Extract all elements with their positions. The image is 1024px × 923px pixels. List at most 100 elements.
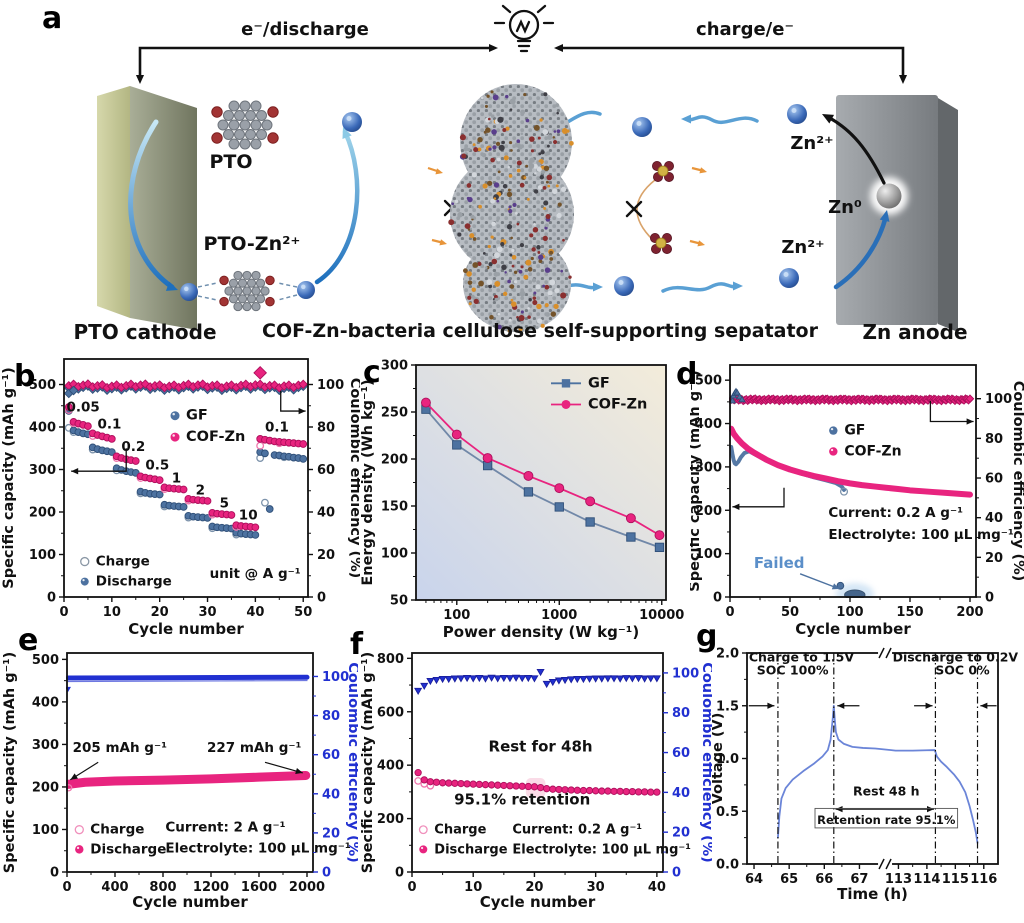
svg-text:64: 64 [745,872,763,887]
svg-text:200: 200 [381,453,408,468]
svg-text:100: 100 [29,548,56,563]
svg-text:0: 0 [62,880,71,895]
d-x-axis-label: Cycle number [795,620,911,638]
b-y-axis-label: Specific capacity (mAh g⁻¹) [1,367,17,589]
svg-text:1: 1 [172,470,181,486]
svg-text:60: 60 [317,463,335,478]
c-y-axis-label: Energy density (Wh kg⁻¹) [360,379,376,585]
svg-text:Discharge: Discharge [434,842,507,857]
svg-text:Current: 2 A g⁻¹: Current: 2 A g⁻¹ [165,819,285,835]
svg-text:40: 40 [322,787,340,802]
svg-text:600: 600 [377,705,404,720]
svg-text:60: 60 [985,472,1003,487]
c-x-axis-label: Power density (W kg⁻¹) [443,623,639,641]
svg-text:100: 100 [32,823,59,838]
svg-text:500: 500 [695,374,722,389]
svg-text:SOC 100%: SOC 100% [757,663,829,678]
zn2-ion-bottom-label: Zn²⁺ [781,237,825,258]
chart-e: 0 400 800 1200 1600 2000010020030040050002040… [2,652,358,911]
pto-molecule-label: PTO [209,151,253,173]
svg-text:Failed: Failed [754,554,805,572]
d-y-axis-label: Specific capacity (mAh g⁻¹) [690,370,703,592]
svg-text:0.0: 0.0 [716,858,739,873]
light-bulb-icon [493,4,555,53]
g-x-axis-label: Time (h) [837,885,908,903]
chart-d-series [729,387,975,598]
svg-text:1.0: 1.0 [716,752,739,767]
svg-text:COF-Zn: COF-Zn [186,429,245,445]
d-right-axis-label: Coulombic efficiency (%) [1010,381,1024,582]
svg-text:10: 10 [239,508,258,524]
svg-text:0.1: 0.1 [97,417,121,433]
svg-text:Rest for 48h: Rest for 48h [489,737,593,755]
chart-g-series [777,704,979,844]
svg-text:116: 116 [970,872,997,887]
svg-text:Electrolyte: 100 μL mg⁻¹: Electrolyte: 100 μL mg⁻¹ [828,527,1014,543]
svg-text:0: 0 [985,591,994,606]
zn0-sphere [876,183,902,209]
svg-text:2000: 2000 [289,880,325,895]
pto-zn-molecule-label: PTO-Zn²⁺ [203,233,301,255]
svg-text:40: 40 [648,880,666,895]
svg-text:Discharge to 0.2V: Discharge to 0.2V [893,649,1019,664]
svg-text:800: 800 [377,652,404,667]
cathode-label: PTO cathode [73,320,217,344]
svg-text:10000: 10000 [639,608,684,623]
svg-text:COF-Zn: COF-Zn [588,396,647,412]
svg-text:GF: GF [844,423,865,439]
svg-text:Electrolyte: 100 μL mg⁻¹: Electrolyte: 100 μL mg⁻¹ [512,842,691,857]
svg-text:400: 400 [695,417,722,432]
svg-text:0.5: 0.5 [716,805,739,820]
svg-text:0: 0 [47,591,56,606]
svg-text:1000: 1000 [541,608,577,623]
chart-g: 64 65 66 67 113 114 115 116 0.0 0.5 1.0 1.5 2.0 Time … [712,647,1019,904]
e-right-axis-label: Coulombic efficiency (%) [345,662,358,863]
svg-text:200: 200 [695,504,722,519]
panel-label-a: a [42,1,63,36]
svg-text:200: 200 [32,780,59,795]
panel-a-graphic [97,4,958,333]
chart-c-series [420,397,665,553]
svg-text:0: 0 [50,866,59,881]
svg-text:5: 5 [220,495,229,511]
svg-text:100: 100 [443,608,470,623]
svg-text:2: 2 [196,483,205,499]
svg-text:0: 0 [713,591,722,606]
svg-text:80: 80 [317,421,335,436]
svg-text:10: 10 [464,880,482,895]
svg-text:500: 500 [29,378,56,393]
svg-text:80: 80 [672,706,690,721]
svg-text:150: 150 [896,605,923,620]
svg-text:0: 0 [395,866,404,881]
svg-text:30: 30 [587,880,605,895]
svg-text:115: 115 [942,872,969,887]
panel-label-d: d [676,357,698,392]
svg-text:0: 0 [59,605,68,620]
panel-label-g: g [696,619,718,654]
svg-text:150: 150 [381,500,408,515]
svg-text:20: 20 [525,880,543,895]
e-y-axis-label: Specific capacity (mAh g⁻¹) [2,652,18,874]
svg-text:100: 100 [985,392,1012,407]
svg-text:227 mAh g⁻¹: 227 mAh g⁻¹ [207,740,301,756]
zn2-ion-top-label: Zn²⁺ [790,133,834,154]
svg-text:500: 500 [32,653,59,668]
svg-text:0.2: 0.2 [121,439,145,455]
svg-text:100: 100 [322,670,349,685]
svg-text:50: 50 [390,594,408,609]
zn-anode-slab [938,98,958,332]
svg-text:40: 40 [985,511,1003,526]
svg-text:114: 114 [913,872,940,887]
svg-text:SOC 0%: SOC 0% [935,663,990,678]
svg-text:40: 40 [246,605,264,620]
b-right-axis-label: Coulombic efficiency (%) [347,378,360,579]
svg-text:Current: 0.2 A g⁻¹: Current: 0.2 A g⁻¹ [828,505,963,521]
svg-text:66: 66 [815,872,833,887]
svg-text:400: 400 [29,421,56,436]
svg-text:unit @ A g⁻¹: unit @ A g⁻¹ [210,566,301,582]
panel-label-b: b [14,359,36,394]
blocked-x-icon [625,200,643,218]
svg-text:40: 40 [672,786,690,801]
